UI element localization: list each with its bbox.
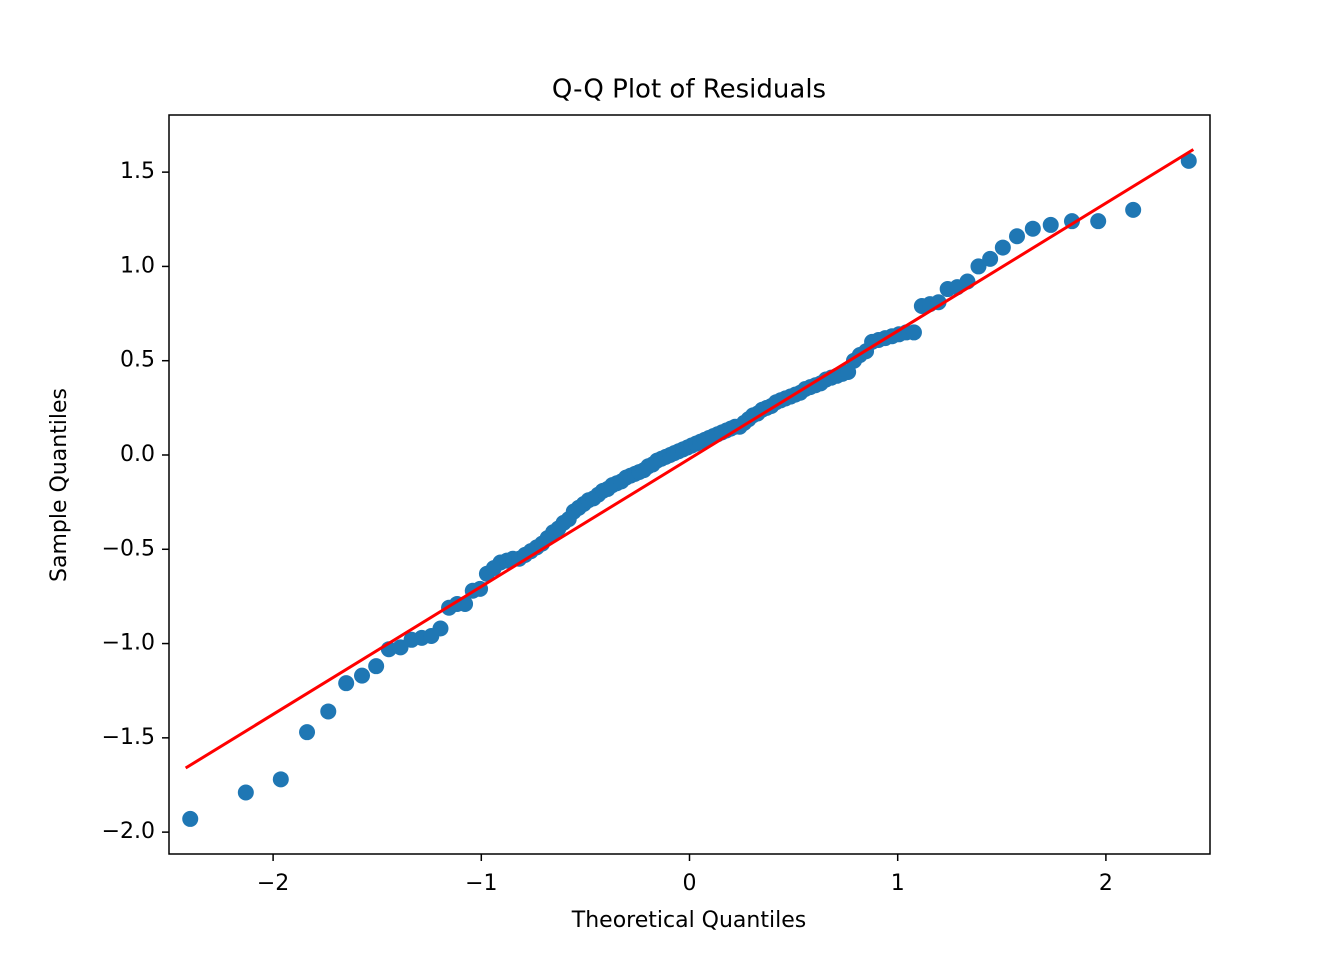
scatter-point bbox=[970, 258, 987, 275]
x-tick-label: 2 bbox=[1099, 871, 1113, 896]
scatter-point bbox=[905, 324, 922, 341]
x-axis-label: Theoretical Quantiles bbox=[571, 908, 806, 933]
y-tick-label: −1.5 bbox=[102, 725, 155, 750]
scatter-point bbox=[299, 724, 316, 741]
scatter-point bbox=[1042, 216, 1059, 233]
scatter-point bbox=[930, 294, 947, 311]
x-tick-label: −2 bbox=[257, 871, 289, 896]
chart-title: Q-Q Plot of Residuals bbox=[552, 75, 826, 105]
scatter-point bbox=[272, 771, 289, 788]
scatter-point bbox=[1008, 228, 1025, 245]
x-tick-label: 0 bbox=[683, 871, 697, 896]
y-tick-label: 1.0 bbox=[120, 253, 155, 278]
scatter-point bbox=[1024, 220, 1041, 237]
x-tick-label: 1 bbox=[891, 871, 905, 896]
y-tick-label: 0.0 bbox=[120, 442, 155, 467]
scatter-point bbox=[354, 667, 371, 684]
fit-line bbox=[184, 148, 1195, 770]
scatter-point bbox=[368, 658, 385, 675]
y-tick-label: −1.0 bbox=[102, 631, 155, 656]
scatter-point bbox=[237, 784, 254, 801]
x-tick-label: −1 bbox=[465, 871, 497, 896]
scatter-point bbox=[982, 250, 999, 267]
y-axis-label: Sample Quantiles bbox=[47, 388, 72, 582]
y-tick-label: 0.5 bbox=[120, 348, 155, 373]
y-tick-label: −2.0 bbox=[102, 819, 155, 844]
scatter-point bbox=[1125, 201, 1142, 218]
scatter-point bbox=[320, 703, 337, 720]
scatter-point bbox=[1180, 152, 1197, 169]
y-tick-label: 1.5 bbox=[120, 159, 155, 184]
plot-frame bbox=[168, 114, 1211, 855]
y-tick-label: −0.5 bbox=[102, 536, 155, 561]
scatter-point bbox=[1090, 213, 1107, 230]
scatter-point bbox=[182, 810, 199, 827]
scatter-point bbox=[432, 620, 449, 637]
scatter-point bbox=[338, 675, 355, 692]
scatter-point bbox=[994, 239, 1011, 256]
